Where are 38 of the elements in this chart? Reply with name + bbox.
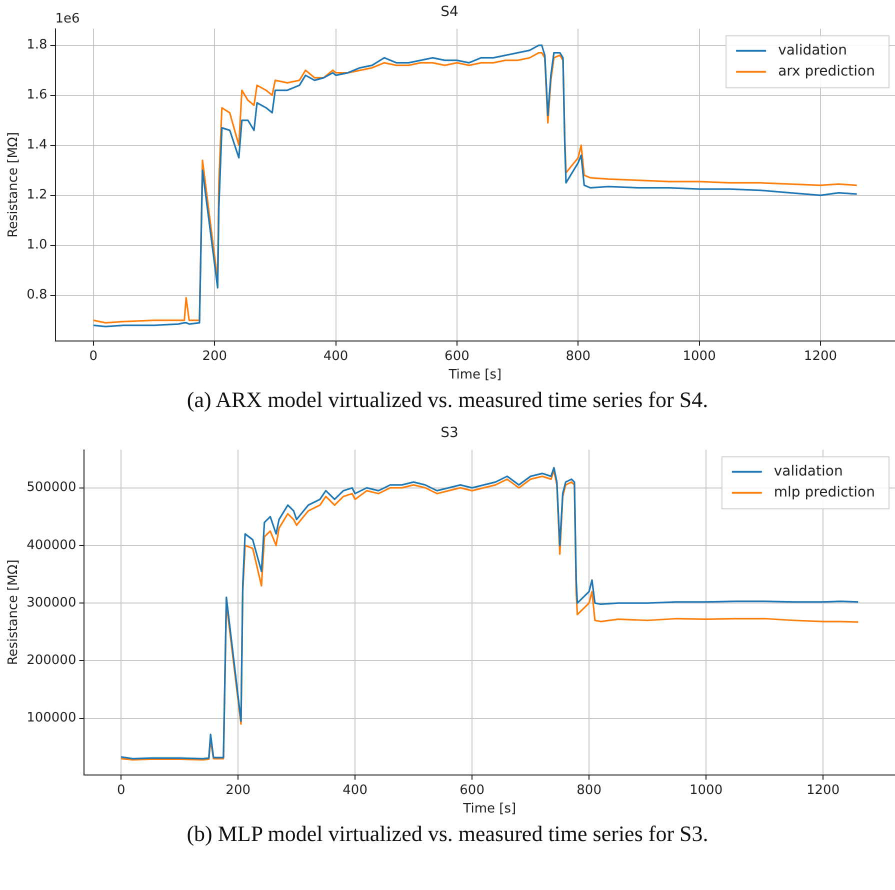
y-tick-label: 0.8 [26,288,48,303]
x-tick-label: 400 [323,348,348,364]
y-tick-label: 1.8 [26,38,48,53]
y-tick-label: 1.0 [26,238,48,253]
legend-label: mlp prediction [774,484,876,500]
x-axis-title: Time [s] [462,802,516,817]
x-tick-label: 1000 [690,782,723,798]
text: (b) MLP model virtualized vs. measured time series for S3. [186,820,710,848]
y-tick-label: 200000 [26,653,76,668]
text: 1e6 [55,12,80,27]
x-tick-label: 200 [202,348,228,364]
legend-label: arx prediction [778,63,876,80]
y-axis-title: Resistance [MΩ] [6,132,22,238]
x-tick-label: 600 [444,348,470,364]
x-tick-label: 1000 [682,348,716,364]
x-tick-label: 800 [576,782,602,798]
y-tick-label: 1.2 [26,188,48,203]
x-tick-label: 0 [89,348,98,364]
x-axis-title: Time [s] [448,368,502,383]
y-tick-label: 300000 [26,595,76,610]
y-tick-label: 1.4 [26,138,48,153]
y-tick-label: 1.6 [26,88,48,103]
x-tick-label: 400 [342,782,368,798]
y-tick-label: 100000 [26,710,76,726]
y-tick-label: 500000 [26,480,76,496]
y-axis-title: Resistance [MΩ] [6,560,22,666]
chart-title: S4 [440,4,458,20]
text: (a) ARX model virtualized vs. measured time series for S4. [186,386,710,414]
legend-label: validation [778,42,848,58]
x-tick-label: 0 [116,782,126,798]
legend-label: validation [774,463,843,480]
chart-title: S3 [440,425,458,442]
x-tick-label: 600 [460,782,484,798]
x-tick-label: 800 [566,348,591,364]
x-tick-label: 1200 [806,782,840,798]
x-tick-label: 1200 [804,348,838,364]
y-tick-label: 400000 [26,538,76,553]
x-tick-label: 200 [226,782,250,798]
